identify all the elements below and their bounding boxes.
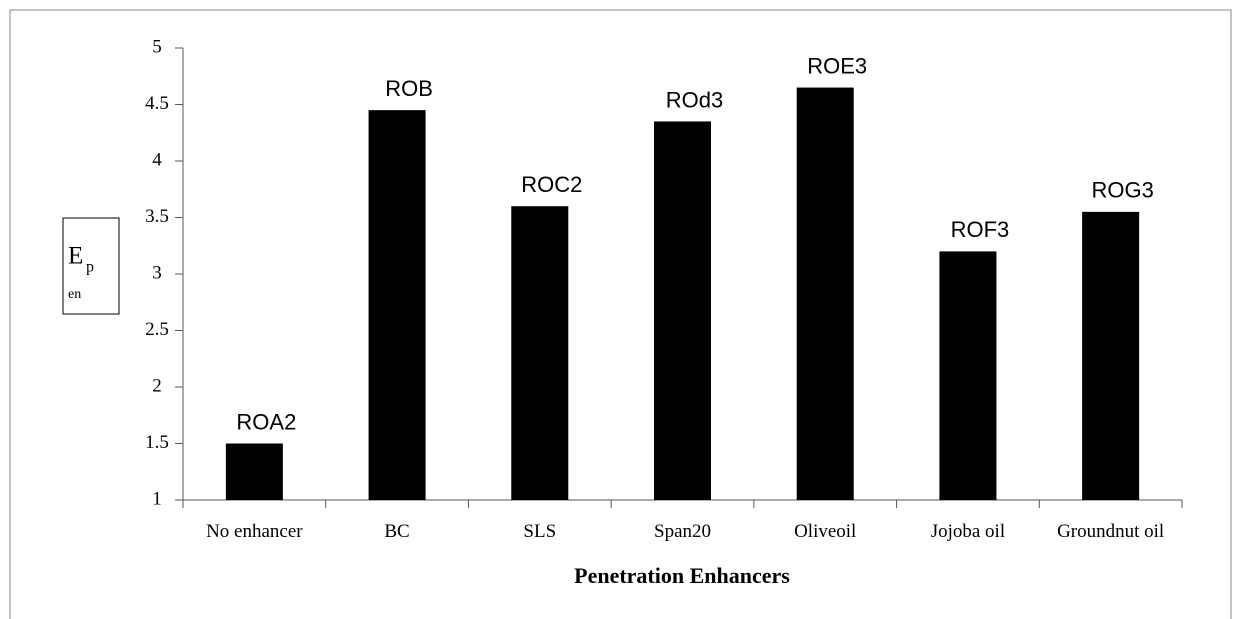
y-tick-label: 1 bbox=[152, 488, 162, 509]
bar-label: ROB bbox=[385, 76, 433, 101]
bar-label: ROC2 bbox=[521, 172, 582, 197]
bar bbox=[654, 121, 711, 500]
y-tick-label: 3.5 bbox=[145, 206, 169, 227]
y-label-note: en bbox=[68, 287, 81, 302]
chart-frame bbox=[9, 9, 1232, 619]
bar-label: ROG3 bbox=[1091, 178, 1153, 203]
bar-label: ROA2 bbox=[236, 409, 296, 434]
y-tick-label: 4 bbox=[152, 149, 162, 170]
x-tick-label: BC bbox=[384, 521, 410, 542]
x-axis-title: Penetration Enhancers bbox=[574, 563, 790, 588]
bar bbox=[225, 443, 283, 500]
y-label-box bbox=[62, 217, 120, 315]
y-tick-label: 1.5 bbox=[145, 432, 169, 453]
bar bbox=[511, 206, 569, 500]
bar bbox=[368, 110, 426, 501]
bar bbox=[796, 87, 854, 501]
x-tick-label: Oliveoil bbox=[794, 521, 857, 542]
bar-label: ROE3 bbox=[807, 53, 867, 78]
bar-label: ROd3 bbox=[666, 87, 723, 112]
bar-label: ROF3 bbox=[951, 217, 1010, 242]
y-tick-label: 2.5 bbox=[145, 319, 169, 340]
y-tick-label: 4.5 bbox=[145, 93, 169, 114]
bar bbox=[939, 251, 997, 500]
y-tick-label: 5 bbox=[152, 36, 162, 57]
y-label: E bbox=[68, 243, 83, 270]
x-tick-label: Jojoba oil bbox=[930, 521, 1006, 542]
y-label-sub: p bbox=[86, 259, 94, 276]
x-tick-label: Groundnut oil bbox=[1057, 521, 1165, 542]
x-tick-label: No enhancer bbox=[206, 521, 303, 542]
bar bbox=[1082, 211, 1140, 500]
y-tick-label: 3 bbox=[152, 262, 162, 283]
x-tick-label: Span20 bbox=[654, 521, 711, 542]
x-tick-label: SLS bbox=[523, 521, 557, 542]
y-tick-label: 2 bbox=[152, 375, 162, 396]
